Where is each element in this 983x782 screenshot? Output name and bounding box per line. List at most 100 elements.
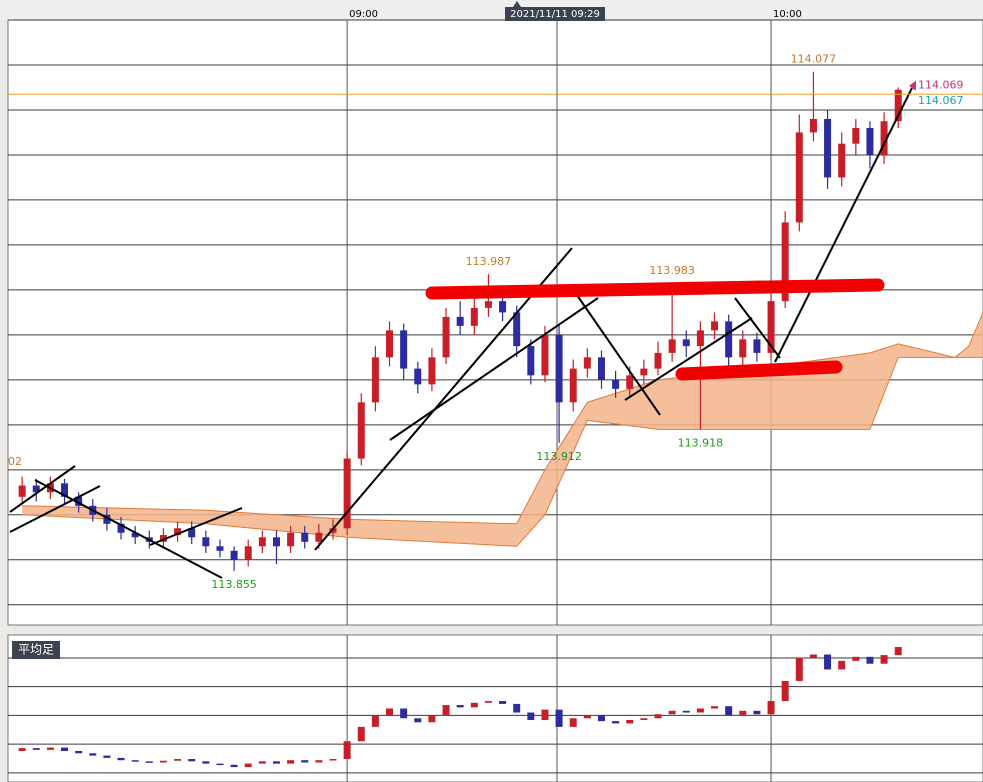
candle-body <box>809 118 817 133</box>
candle-body <box>287 760 295 764</box>
candle-body <box>852 127 860 144</box>
candle-body <box>301 532 309 542</box>
candle-body <box>541 334 549 376</box>
candle-body <box>753 339 761 353</box>
candle-body <box>739 339 747 358</box>
extreme-label: 113.855 <box>211 578 257 591</box>
trend-line <box>389 297 599 441</box>
candle-body <box>696 708 704 713</box>
sub-panel <box>7 634 983 782</box>
candle-body <box>499 701 507 704</box>
candle-body <box>371 715 379 727</box>
candle-body <box>569 718 577 727</box>
candle-body <box>103 514 111 524</box>
candle-body <box>894 647 902 656</box>
labels: 09:00 10:00 114.069 114.067 113.987 113.983 11… <box>8 9 983 591</box>
candle-body <box>753 710 761 715</box>
candle-body <box>18 485 26 497</box>
hand-drawings <box>9 87 913 579</box>
candle-body <box>89 753 97 756</box>
candle-body <box>696 330 704 347</box>
support-mark <box>675 360 843 381</box>
candle-body <box>428 357 436 385</box>
candle-body <box>386 330 394 358</box>
candle-body <box>838 143 846 178</box>
candle-body <box>61 483 69 497</box>
candle-body <box>159 760 167 763</box>
candle-body <box>880 121 888 155</box>
candle-body <box>117 757 125 761</box>
candle-body <box>555 334 563 403</box>
candle-body <box>428 715 436 723</box>
extreme-label: 113.983 <box>649 264 695 277</box>
candle-body <box>852 656 860 661</box>
candle-body <box>32 485 40 493</box>
candle-body <box>456 316 464 326</box>
candle-body <box>414 718 422 723</box>
candle-body <box>272 761 280 764</box>
candle-body <box>668 710 676 715</box>
extreme-label: 113.918 <box>678 436 724 449</box>
cursor-label: 2021/11/11 09:29 <box>510 9 600 20</box>
candle-body <box>188 528 196 538</box>
candle-body <box>640 368 648 376</box>
candle-body <box>583 715 591 719</box>
trend-line <box>9 465 76 513</box>
x-tick-label: 09:00 <box>349 9 378 20</box>
trend-line <box>624 317 753 401</box>
trend-line <box>314 247 573 551</box>
candle-body <box>414 368 422 385</box>
candle-body <box>795 657 803 681</box>
candle-body <box>513 703 521 713</box>
trend-line <box>569 284 661 416</box>
candle-body <box>174 759 182 761</box>
trend-line <box>774 87 913 363</box>
candle-body <box>315 760 323 763</box>
candle-body <box>371 357 379 403</box>
candle-body <box>809 654 817 658</box>
candle-body <box>216 763 224 766</box>
candle-body <box>343 741 351 760</box>
candle-body <box>315 532 323 542</box>
candle-body <box>258 537 266 547</box>
candle-body <box>866 656 874 664</box>
candle-body <box>61 747 69 751</box>
trend-line <box>34 479 223 579</box>
candle-body <box>244 763 252 768</box>
candle-body <box>484 301 492 308</box>
candle-body <box>470 307 478 326</box>
candle-body <box>230 764 238 768</box>
candle-body <box>46 747 54 750</box>
candle-body <box>470 702 478 708</box>
candle-body <box>682 339 690 347</box>
candle-body <box>583 357 591 369</box>
candle-body <box>117 523 125 533</box>
candle-body <box>824 118 832 178</box>
candle-body <box>725 321 733 358</box>
candle-body <box>866 127 874 155</box>
candle-body <box>668 339 676 353</box>
candle-body <box>626 719 634 724</box>
candle-body <box>329 528 337 533</box>
cursor-pointer <box>513 1 521 7</box>
time-bar <box>0 0 983 20</box>
candle-body <box>442 316 450 358</box>
candle-body <box>230 550 238 560</box>
candle-body <box>838 660 846 670</box>
candle-body <box>499 301 507 313</box>
span-b-line <box>22 356 983 547</box>
candle-body <box>75 750 83 754</box>
candles <box>18 71 902 768</box>
candle-body <box>612 721 620 724</box>
candle-body <box>202 761 210 764</box>
candle-body <box>145 761 153 763</box>
candle-body <box>188 759 196 762</box>
candle-body <box>711 706 719 709</box>
candle-body <box>287 532 295 547</box>
candle-body <box>258 761 266 764</box>
candle-body <box>301 760 309 763</box>
candle-body <box>513 312 521 347</box>
candle-body <box>244 546 252 560</box>
candle-body <box>343 458 351 529</box>
candle-body <box>597 715 605 722</box>
